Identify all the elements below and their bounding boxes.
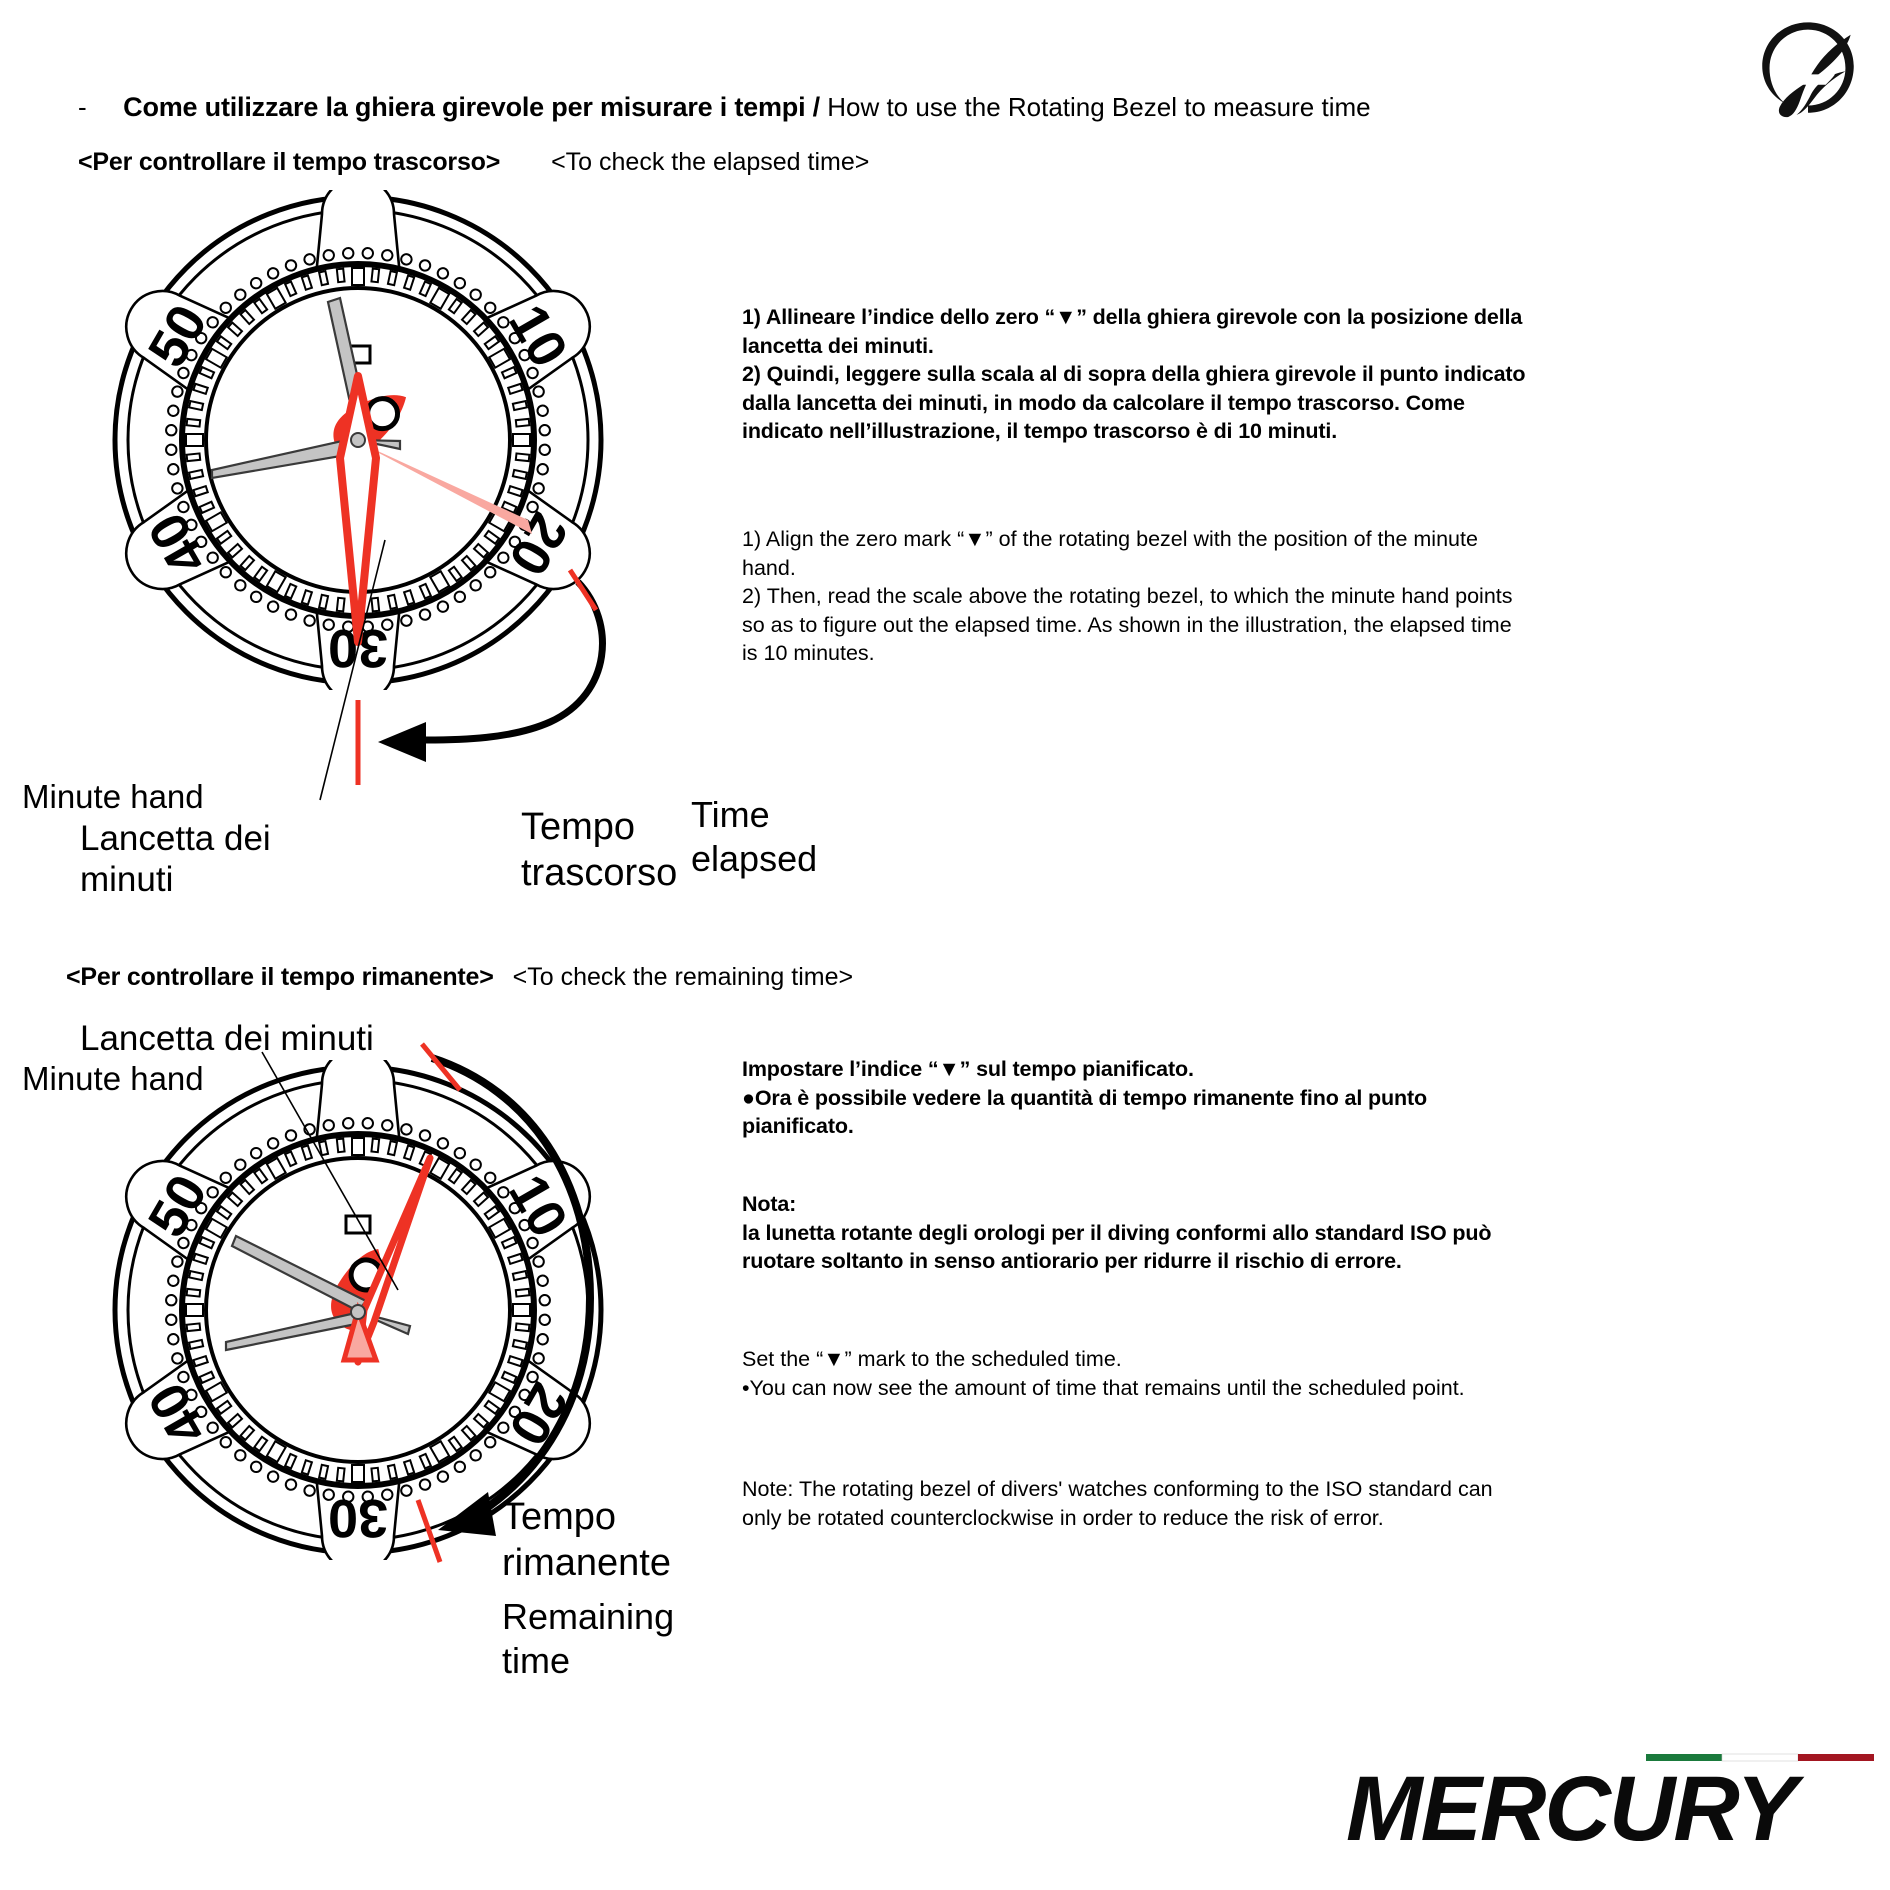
page-title-it: Come utilizzare la ghiera girevole per m… — [123, 92, 820, 122]
remaining-time-arc — [415, 1042, 595, 1563]
page-title: - Come utilizzare la ghiera girevole per… — [78, 92, 1698, 123]
section2-heading-en: <To check the remaining time> — [512, 963, 854, 991]
italian-flag-stripe — [1646, 1753, 1874, 1762]
fountain-f-logo — [1742, 14, 1874, 118]
bezel-numeral: 30 — [328, 1488, 388, 1548]
label-remaining-en: Remaining time — [502, 1596, 675, 1682]
page-title-en: How to use the Rotating Bezel to measure… — [827, 92, 1371, 122]
section2-heading: <Per controllare il tempo rimanente> <To… — [66, 963, 1266, 992]
label-elapsed-en: Time elapsed — [691, 794, 818, 880]
title-dash: - — [78, 92, 87, 122]
section2-note-en: Note: The rotating bezel of divers' watc… — [742, 1477, 1493, 1530]
section1-heading-en: <To check the elapsed time> — [551, 148, 870, 176]
section1-instructions-en: 1) Align the zero mark “▼” of the rotati… — [742, 527, 1513, 666]
label-remaining-it: Tempo rimanente — [502, 1496, 671, 1584]
label-elapsed-it: Tempo trascorso — [521, 806, 678, 894]
section2-note-body-it: la lunetta rotante degli orologi per il … — [742, 1220, 1492, 1274]
label-minute-hand-en-2: Minute hand — [22, 1060, 204, 1097]
mercury-text: MERCURY — [1346, 1758, 1805, 1860]
section2-note-it: Nota: la lunetta rotante degli orologi p… — [742, 1190, 1532, 1276]
section2-note-title-it: Nota: — [742, 1192, 797, 1216]
section1-heading-it: <Per controllare il tempo trascorso> — [78, 148, 501, 176]
leader-line-minute-hand-2 — [261, 1051, 399, 1291]
label-minute-hand-en-1: Minute hand — [22, 778, 204, 815]
section1-instructions-it: 1) Allineare l’indice dello zero “▼” del… — [742, 305, 1526, 444]
leader-line-minute-hand-1 — [319, 539, 386, 801]
label-minute-hand-it-1: Lancetta dei minuti — [80, 819, 271, 900]
section1-heading: <Per controllare il tempo trascorso> <To… — [78, 148, 1278, 177]
section2-instructions-en: Set the “▼” mark to the scheduled time. … — [742, 1347, 1465, 1400]
section2-heading-it: <Per controllare il tempo rimanente> — [66, 963, 494, 991]
section2-instructions-it: Impostare l’indice “▼” sul tempo pianifi… — [742, 1057, 1427, 1139]
mercury-wordmark: MERCURY — [1346, 1752, 1876, 1860]
elapsed-time-arc — [355, 568, 606, 785]
label-minute-hand-it-2: Lancetta dei minuti — [80, 1019, 374, 1058]
watch-diagram-remaining: 10 20 30 40 50 — [108, 1046, 608, 1574]
